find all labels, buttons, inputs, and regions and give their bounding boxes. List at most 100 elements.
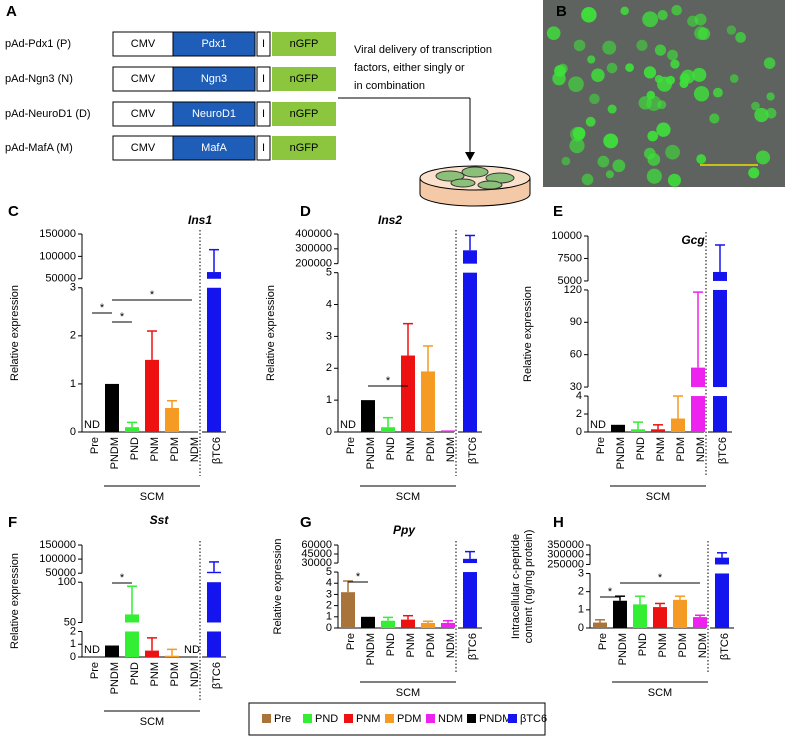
gene-label: Pdx1 [201,38,226,50]
y-axis-label: content (ng/mg protein) [523,530,535,644]
bar [651,429,665,432]
cell-fluorescence [667,173,681,187]
reporter-label: nGFP [290,142,319,154]
ires-label: I [262,142,265,154]
group-label: SCM [140,716,164,728]
significance-label: * [120,311,125,323]
ires-box [256,66,271,92]
chart-title: Sst [150,513,170,527]
y-tick-label: 100000 [39,553,76,565]
y-tick-label: 5 [326,267,332,279]
ires-label: I [262,73,265,85]
construct-name: pAd-NeuroD1 (D) [5,108,91,120]
cell-fluorescence [763,57,776,69]
note-line: factors, either singly or [354,62,465,74]
bar [463,250,477,264]
y-tick-label: 400000 [295,228,332,240]
cell-fluorescence [612,159,626,173]
group-label: SCM [140,491,164,503]
bar [463,572,477,628]
reporter-label: nGFP [290,73,319,85]
bar [691,396,705,432]
panel-letter: G [300,514,312,531]
significance-label: * [608,586,613,598]
x-tick-label: PNDM [365,633,377,665]
annotation: ND [84,644,100,656]
annotation: ND [84,419,100,431]
legend-label: NDM [438,713,463,725]
bar [341,592,355,628]
cell [461,166,489,178]
y-tick-label: 1 [326,394,332,406]
x-tick-label: PDM [169,662,181,686]
note-line: in combination [354,80,425,92]
x-tick-label: PDM [425,633,437,657]
legend-box [248,702,546,736]
x-tick-label: PDM [677,633,689,657]
cell-fluorescence [713,87,723,98]
gene-label: Ngn3 [201,73,227,85]
cell-fluorescence [754,107,769,123]
x-tick-label: βTC6 [467,437,479,464]
cell-fluorescence [687,15,699,27]
x-tick-label: βTC6 [717,437,729,464]
bar [381,427,395,432]
promoter-label: CMV [131,142,156,154]
arrow-head [465,152,475,161]
bar [463,558,477,564]
cell-fluorescence [647,153,661,166]
y-tick-label: 200000 [295,258,332,270]
cell-fluorescence [581,173,594,186]
x-tick-label: Pre [595,437,607,454]
annotation: ND [340,419,356,431]
cell [450,178,476,188]
gene-box [172,101,256,127]
legend-swatch [467,714,476,723]
y-axis-label: Relative expression [9,285,21,381]
promoter-box [112,31,174,57]
cell-fluorescence [756,150,771,165]
bar [421,371,435,432]
y-tick-label: 2 [70,625,76,637]
cell-fluorescence [692,67,707,82]
x-tick-label: PNM [149,662,161,686]
x-tick-label: PND [129,662,141,685]
cell-fluorescence [729,74,739,83]
y-tick-label: 4 [326,577,332,589]
cell-fluorescence [647,130,659,142]
cell-fluorescence [665,144,680,160]
legend-label: PNM [356,713,380,725]
cell-fluorescence [646,168,662,184]
cell-fluorescence [751,101,760,111]
bar [207,287,221,432]
y-tick-label: 2 [576,408,582,420]
bar [361,400,375,432]
cell-fluorescence [625,63,634,72]
bar [105,383,119,432]
bar [207,582,221,623]
bar [125,614,139,623]
reporter-label: nGFP [290,38,319,50]
y-tick-label: 50000 [45,273,76,285]
cell-fluorescence [602,40,617,55]
legend-label: PDM [397,713,421,725]
construct-name: pAd-Pdx1 (P) [5,38,71,50]
promoter-label: CMV [131,73,156,85]
y-tick-label: 0 [576,426,582,438]
x-tick-label: PNM [655,437,667,461]
annotation: ND [590,419,606,431]
y-tick-label: 5000 [558,275,582,287]
x-tick-label: Pre [345,437,357,454]
x-tick-label: NDM [445,633,457,658]
cell-fluorescence [606,62,618,74]
note-line: Viral delivery of transcription [354,44,492,56]
legend-label: Pre [274,713,291,725]
bar [611,424,625,432]
y-tick-label: 2 [326,362,332,374]
cell-fluorescence [656,76,673,92]
cell-fluorescence [667,49,678,61]
gene-box [172,66,256,92]
bar [207,571,221,574]
legend-swatch [426,714,435,723]
